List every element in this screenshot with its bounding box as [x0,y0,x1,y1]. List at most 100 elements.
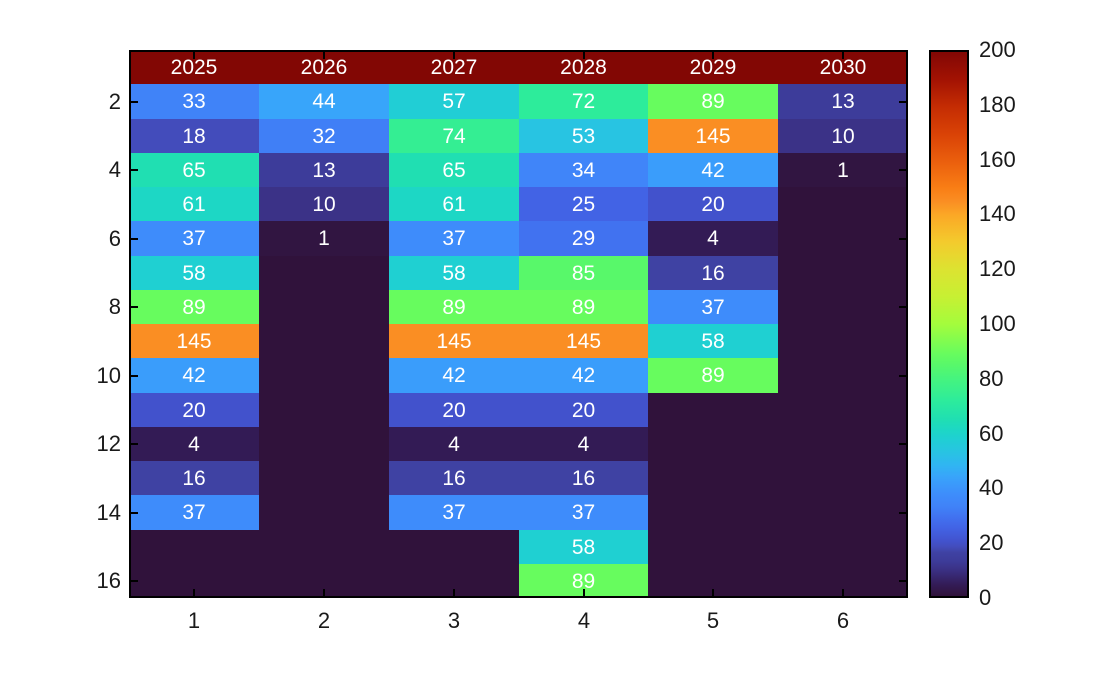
cell-value-label: 37 [182,501,206,524]
heatmap-cell [259,256,389,290]
heatmap-cell: 16 [129,461,259,495]
cell-value-label: 145 [436,329,472,353]
heatmap-cell: 1 [778,153,908,187]
heatmap-cell: 44 [259,84,389,119]
x-tick-label: 5 [706,608,720,633]
x-tick-label: 1 [187,608,201,633]
cell-value-label: 42 [442,364,466,387]
heatmap-cell: 53 [519,119,648,153]
heatmap-cell [259,290,389,324]
cell-value-label: 10 [312,192,336,216]
heatmap-cell: 13 [778,84,908,119]
x-tick-label: 2 [317,608,331,633]
heatmap-cell-year: 2028 [519,50,648,84]
y-tick-label: 14 [96,500,121,525]
cell-value-label: 89 [182,295,206,319]
cell-value-label: 89 [442,295,466,319]
heatmap-cell: 4 [519,427,648,461]
cell-value-label: 13 [831,90,855,113]
heatmap-cell [648,427,778,461]
cell-value-label: 2029 [689,55,737,79]
heatmap-cell [778,461,908,495]
heatmap-cell [389,530,519,564]
tick-mark [323,589,325,598]
heatmap-cell: 72 [519,84,648,119]
colorbar-tick-label: 180 [979,92,1016,117]
cell-value-label: 34 [571,158,596,182]
heatmap-cell: 13 [259,153,389,187]
cell-value-label: 65 [182,158,206,182]
cell-value-label: 20 [182,398,206,422]
heatmap-cell: 32 [259,119,389,153]
heatmap-cell [259,324,389,358]
heatmap-cell: 1 [259,221,389,256]
tick-mark [129,306,138,308]
tick-mark [129,169,138,171]
heatmap-cell: 58 [389,256,519,290]
cell-value-label: 89 [571,569,596,593]
y-tick-label: 6 [108,226,121,251]
heatmap-cell: 42 [129,358,259,393]
tick-mark [712,589,714,598]
colorbar-tick-label: 40 [979,475,1004,500]
heatmap-cell [778,290,908,324]
heatmap-cell [778,530,908,564]
tick-mark [899,169,908,171]
cell-value-label: 4 [577,432,590,456]
heatmap-cell-year: 2029 [648,50,778,84]
heatmap-cell: 18 [129,119,259,153]
cell-value-label: 20 [442,398,466,422]
tick-mark [899,512,908,514]
cell-value-label: 58 [182,261,206,285]
heatmap-cell: 145 [519,324,648,358]
heatmap-cell [778,427,908,461]
heatmap-cell: 4 [129,427,259,461]
tick-mark [899,375,908,377]
heatmap-cell: 37 [648,290,778,324]
colorbar [929,50,969,598]
cell-value-label: 85 [571,261,596,285]
y-tick-label: 2 [108,89,121,114]
heatmap-cell [259,393,389,427]
heatmap-cell [648,495,778,530]
cell-value-label: 44 [312,90,336,113]
cell-value-label: 37 [182,227,206,250]
heatmap-cell [648,461,778,495]
cell-value-label: 58 [442,261,466,285]
cell-value-label: 58 [571,535,596,559]
heatmap-cell: 4 [648,221,778,256]
tick-mark [453,50,455,59]
heatmap-cell: 89 [389,290,519,324]
colorbar-tick-label: 140 [979,201,1016,226]
cell-value-label: 1 [837,158,849,182]
colorbar-gradient [931,52,967,596]
cell-value-label: 33 [182,90,206,113]
cell-value-label: 37 [571,501,596,524]
heatmap-cell: 89 [519,290,648,324]
heatmap-cell: 58 [129,256,259,290]
heatmap-cell: 61 [389,187,519,221]
tick-mark [453,589,455,598]
tick-mark [193,589,195,598]
colorbar-tick-label: 160 [979,147,1016,172]
heatmap-cell [259,427,389,461]
colorbar-tick-label: 100 [979,311,1016,336]
cell-value-label: 89 [571,295,596,319]
cell-value-label: 4 [188,432,200,456]
cell-value-label: 37 [701,295,725,319]
colorbar-tick-label: 20 [979,530,1004,555]
tick-mark [583,589,585,598]
heatmap-cell [259,495,389,530]
heatmap-cell: 37 [389,221,519,256]
tick-mark [129,512,138,514]
heatmap-cell: 74 [389,119,519,153]
heatmap-cell: 42 [648,153,778,187]
heatmap-cell [778,324,908,358]
cell-value-label: 61 [442,192,466,216]
heatmap-cell: 25 [519,187,648,221]
tick-mark [899,101,908,103]
cell-value-label: 37 [442,501,466,524]
cell-value-label: 2030 [819,55,867,79]
y-tick-label: 12 [96,431,121,456]
tick-mark [193,50,195,59]
